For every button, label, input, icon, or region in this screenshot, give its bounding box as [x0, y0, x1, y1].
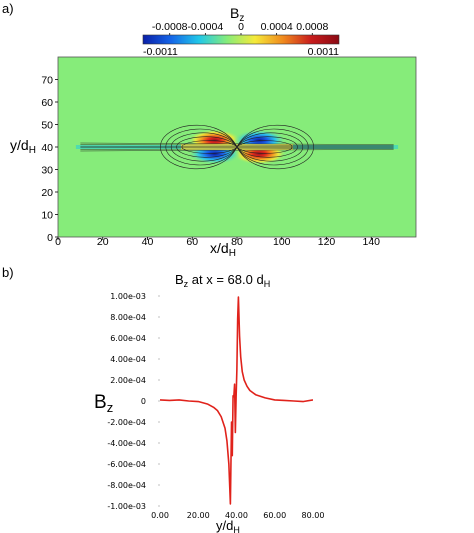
current-sheet-field-line	[80, 149, 394, 152]
y-tick-label: 0	[47, 232, 53, 244]
x-tick-label: 100	[273, 236, 291, 248]
colorbar-min-label: -0.0011	[143, 46, 178, 58]
x-tick-label: 60.00	[263, 511, 286, 520]
field-line	[236, 128, 309, 166]
y-tick-label: 6.00e-04	[110, 334, 146, 343]
magnetic-field-lines	[80, 125, 394, 169]
x-tick-label: 20.00	[187, 511, 210, 520]
current-sheet-field-line	[80, 148, 394, 150]
field-line	[236, 140, 293, 154]
y-tick-label: 1.00e-03	[110, 292, 146, 301]
field-line	[165, 128, 238, 166]
x-tick-label: 20	[97, 236, 109, 248]
field-line	[236, 132, 304, 162]
x-tick-label: 60	[186, 236, 198, 248]
field-line	[181, 140, 238, 154]
colorbar-max-label: 0.0011	[308, 46, 339, 58]
colorbar-tick-label: 0	[238, 21, 244, 33]
colorbar-tick-label: 0.0008	[296, 21, 328, 33]
x-tick-label: 40.00	[225, 511, 248, 520]
y-tick-label: 30	[41, 165, 53, 177]
y-tick-label: -6.00e-04	[107, 460, 146, 469]
field-line	[170, 132, 238, 162]
lineplot-title: Bz at x = 68.0 dH	[175, 272, 270, 289]
field-line	[176, 136, 238, 158]
x-tick-label: 120	[318, 236, 336, 248]
y-tick-label: 4.00e-04	[110, 355, 146, 364]
x-tick-label: 40	[142, 236, 154, 248]
x-tick-label: 0	[55, 236, 61, 248]
colorbar-title: Bz	[230, 5, 244, 24]
panel-b-label: b)	[2, 265, 14, 280]
y-tick-label: 8.00e-04	[110, 313, 146, 322]
colorbar-tick-label: -0.0008	[152, 21, 188, 33]
field-line	[236, 136, 298, 158]
x-tick-label: 140	[362, 236, 380, 248]
y-tick-label: 40	[41, 142, 53, 154]
heatmap-axes: 0 20 40 60 80 100 120 140 0 10 20 30 40 50 60 70	[41, 75, 380, 249]
heatmap-xlabel: x/dH	[210, 240, 236, 259]
lineplot-series	[160, 296, 313, 505]
y-tick-label: 10	[41, 210, 53, 222]
y-tick-label: 0	[141, 397, 146, 406]
y-tick-label: -8.00e-04	[107, 481, 146, 490]
heatmap-ylabel: y/dH	[10, 137, 36, 156]
y-tick-label: -4.00e-04	[107, 439, 146, 448]
colorbar-tick-label: 0.0004	[261, 21, 293, 33]
y-tick-label: 20	[41, 187, 53, 199]
current-sheet-field-line	[80, 144, 394, 146]
panel-a-label: a)	[2, 1, 14, 16]
lineplot-xlabel: y/dH	[216, 518, 240, 533]
x-tick-label: 80.00	[302, 511, 325, 520]
colorbar-ticks: -0.0008 -0.0004 0 0.0004 0.0008	[152, 21, 328, 35]
y-tick-label: -2.00e-04	[107, 418, 146, 427]
y-tick-label: 70	[41, 75, 53, 87]
y-tick-label: 2.00e-04	[110, 376, 146, 385]
lineplot-axes: 1.00e-03 8.00e-04 6.00e-04 4.00e-04 2.00e-04…	[107, 292, 324, 520]
bz-series-line	[160, 296, 313, 505]
current-sheet-field-line	[80, 142, 394, 145]
y-tick-label: 50	[41, 120, 53, 132]
lineplot-ylabel: Bz	[94, 392, 113, 415]
x-tick-label: 0.00	[151, 511, 169, 520]
colorbar	[142, 34, 340, 45]
x-tick-label: 80	[231, 236, 243, 248]
y-tick-label: 60	[41, 97, 53, 109]
field-line	[236, 125, 314, 169]
colorbar-tick-label: -0.0004	[188, 21, 224, 33]
field-line	[160, 125, 238, 169]
y-tick-label: -1.00e-03	[107, 502, 146, 511]
